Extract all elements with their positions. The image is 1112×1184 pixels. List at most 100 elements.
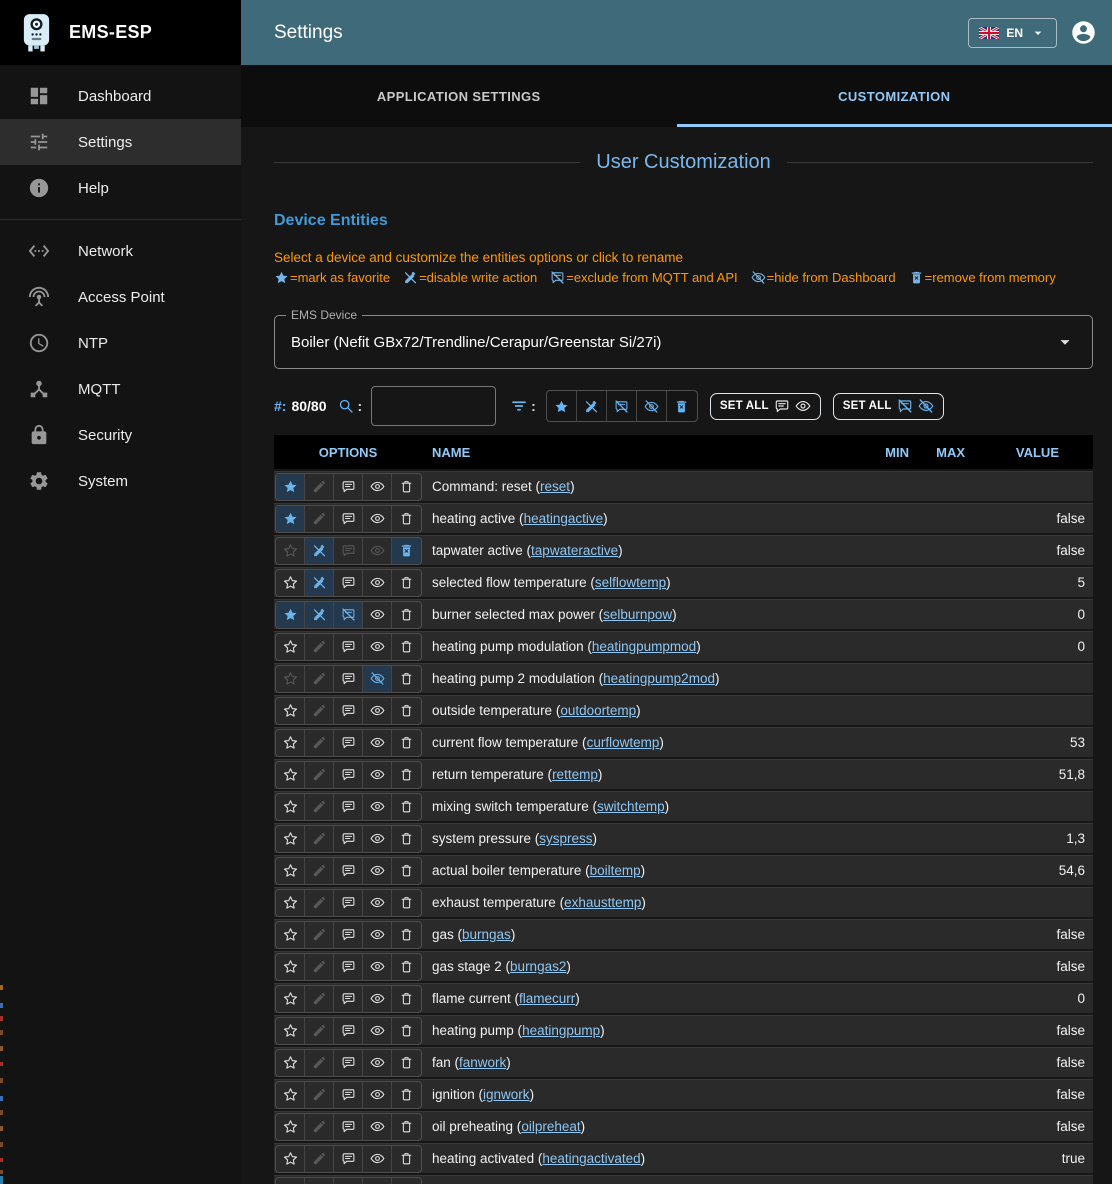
sidebar-item-access-point[interactable]: Access Point [0, 274, 241, 320]
write-disable-toggle[interactable] [305, 825, 334, 852]
memory-remove-toggle[interactable] [392, 762, 421, 788]
write-disable-toggle[interactable] [305, 729, 334, 756]
write-disable-toggle[interactable] [305, 569, 334, 596]
dashboard-hide-toggle[interactable] [363, 1177, 392, 1184]
mqtt-exclude-toggle[interactable] [334, 889, 363, 916]
entity-link[interactable]: heatingactivated [542, 1151, 641, 1166]
mqtt-exclude-toggle[interactable] [334, 697, 363, 724]
dashboard-hide-toggle[interactable] [363, 473, 392, 500]
sidebar-item-dashboard[interactable]: Dashboard [0, 73, 241, 119]
language-selector[interactable]: EN [968, 17, 1057, 48]
favorite-toggle[interactable] [276, 1049, 305, 1076]
entity-link[interactable]: burngas [462, 927, 511, 942]
memory-remove-toggle[interactable] [392, 474, 421, 500]
entity-link[interactable]: reset [540, 479, 571, 494]
write-disable-toggle[interactable] [305, 665, 334, 692]
tab-application-settings[interactable]: APPLICATION SETTINGS [241, 65, 677, 127]
entity-link[interactable]: oilpreheat [521, 1119, 581, 1134]
memory-remove-toggle[interactable] [392, 1178, 421, 1184]
memory-remove-toggle[interactable] [392, 1146, 421, 1172]
mqtt-exclude-toggle[interactable] [334, 793, 363, 820]
favorite-toggle[interactable] [276, 921, 305, 948]
write-disable-toggle[interactable] [305, 1049, 334, 1076]
memory-remove-toggle[interactable] [392, 570, 421, 596]
dashboard-hide-toggle[interactable] [363, 793, 392, 820]
memory-remove-toggle[interactable] [392, 986, 421, 1012]
set-all-hidden-button[interactable]: SET ALL [832, 392, 944, 420]
mqtt-exclude-toggle[interactable] [334, 985, 363, 1012]
write-disable-toggle[interactable] [305, 889, 334, 916]
entity-link[interactable]: tapwateractive [531, 543, 619, 558]
write-disable-toggle[interactable] [305, 1017, 334, 1044]
entity-link[interactable]: switchtemp [597, 799, 665, 814]
favorite-toggle[interactable] [276, 569, 305, 596]
memory-remove-toggle[interactable] [392, 1082, 421, 1108]
favorite-toggle[interactable] [276, 857, 305, 884]
write-disable-toggle[interactable] [305, 793, 334, 820]
dashboard-hide-toggle[interactable] [363, 505, 392, 532]
favorite-toggle[interactable] [276, 633, 305, 660]
mqtt-exclude-toggle[interactable] [334, 633, 363, 660]
dashboard-hide-toggle[interactable] [363, 985, 392, 1012]
favorite-toggle[interactable] [276, 1145, 305, 1172]
memory-remove-toggle[interactable] [392, 858, 421, 884]
dashboard-hide-toggle[interactable] [363, 665, 392, 692]
entity-link[interactable]: heatingactive [523, 511, 604, 526]
sidebar-item-help[interactable]: Help [0, 165, 241, 211]
entity-link[interactable]: curflowtemp [586, 735, 660, 750]
mqtt-exclude-toggle[interactable] [334, 825, 363, 852]
dashboard-hide-toggle[interactable] [363, 921, 392, 948]
dashboard-hide-toggle[interactable] [363, 633, 392, 660]
memory-remove-toggle[interactable] [392, 666, 421, 692]
memory-remove-toggle[interactable] [392, 1050, 421, 1076]
dashboard-hide-toggle[interactable] [363, 537, 392, 564]
write-disable-toggle[interactable] [305, 1081, 334, 1108]
entity-link[interactable]: selburnpow [603, 607, 673, 622]
sidebar-item-ntp[interactable]: NTP [0, 320, 241, 366]
memory-remove-toggle[interactable] [392, 730, 421, 756]
favorite-toggle[interactable] [276, 985, 305, 1012]
filter-removed-button[interactable] [667, 391, 697, 421]
ems-device-select[interactable]: EMS Device Boiler (Nefit GBx72/Trendline… [274, 308, 1093, 369]
mqtt-exclude-toggle[interactable] [334, 1177, 363, 1184]
mqtt-exclude-toggle[interactable] [334, 1145, 363, 1172]
write-disable-toggle[interactable] [305, 473, 334, 500]
favorite-toggle[interactable] [276, 1177, 305, 1184]
memory-remove-toggle[interactable] [392, 890, 421, 916]
favorite-toggle[interactable] [276, 1017, 305, 1044]
entity-link[interactable]: outdoortemp [560, 703, 637, 718]
dashboard-hide-toggle[interactable] [363, 601, 392, 628]
memory-remove-toggle[interactable] [392, 602, 421, 628]
favorite-toggle[interactable] [276, 761, 305, 788]
dashboard-hide-toggle[interactable] [363, 1017, 392, 1044]
write-disable-toggle[interactable] [305, 1177, 334, 1184]
entity-link[interactable]: flamecurr [519, 991, 576, 1006]
mqtt-exclude-toggle[interactable] [334, 473, 363, 500]
favorite-toggle[interactable] [276, 889, 305, 916]
set-all-visible-button[interactable]: SET ALL [709, 392, 821, 420]
filter-write-disabled-button[interactable] [577, 391, 607, 421]
write-disable-toggle[interactable] [305, 601, 334, 628]
memory-remove-toggle[interactable] [392, 794, 421, 820]
favorite-toggle[interactable] [276, 697, 305, 724]
mqtt-exclude-toggle[interactable] [334, 569, 363, 596]
mqtt-exclude-toggle[interactable] [334, 665, 363, 692]
favorite-toggle[interactable] [276, 953, 305, 980]
mqtt-exclude-toggle[interactable] [334, 1113, 363, 1140]
favorite-toggle[interactable] [276, 505, 305, 532]
favorite-toggle[interactable] [276, 729, 305, 756]
dashboard-hide-toggle[interactable] [363, 1081, 392, 1108]
sidebar-item-system[interactable]: System [0, 458, 241, 504]
memory-remove-toggle[interactable] [392, 1114, 421, 1140]
write-disable-toggle[interactable] [305, 697, 334, 724]
write-disable-toggle[interactable] [305, 761, 334, 788]
dashboard-hide-toggle[interactable] [363, 1113, 392, 1140]
filter-excluded-button[interactable] [607, 391, 637, 421]
memory-remove-toggle[interactable] [392, 1018, 421, 1044]
dashboard-hide-toggle[interactable] [363, 1049, 392, 1076]
dashboard-hide-toggle[interactable] [363, 569, 392, 596]
write-disable-toggle[interactable] [305, 857, 334, 884]
memory-remove-toggle[interactable] [392, 954, 421, 980]
write-disable-toggle[interactable] [305, 633, 334, 660]
favorite-toggle[interactable] [276, 601, 305, 628]
